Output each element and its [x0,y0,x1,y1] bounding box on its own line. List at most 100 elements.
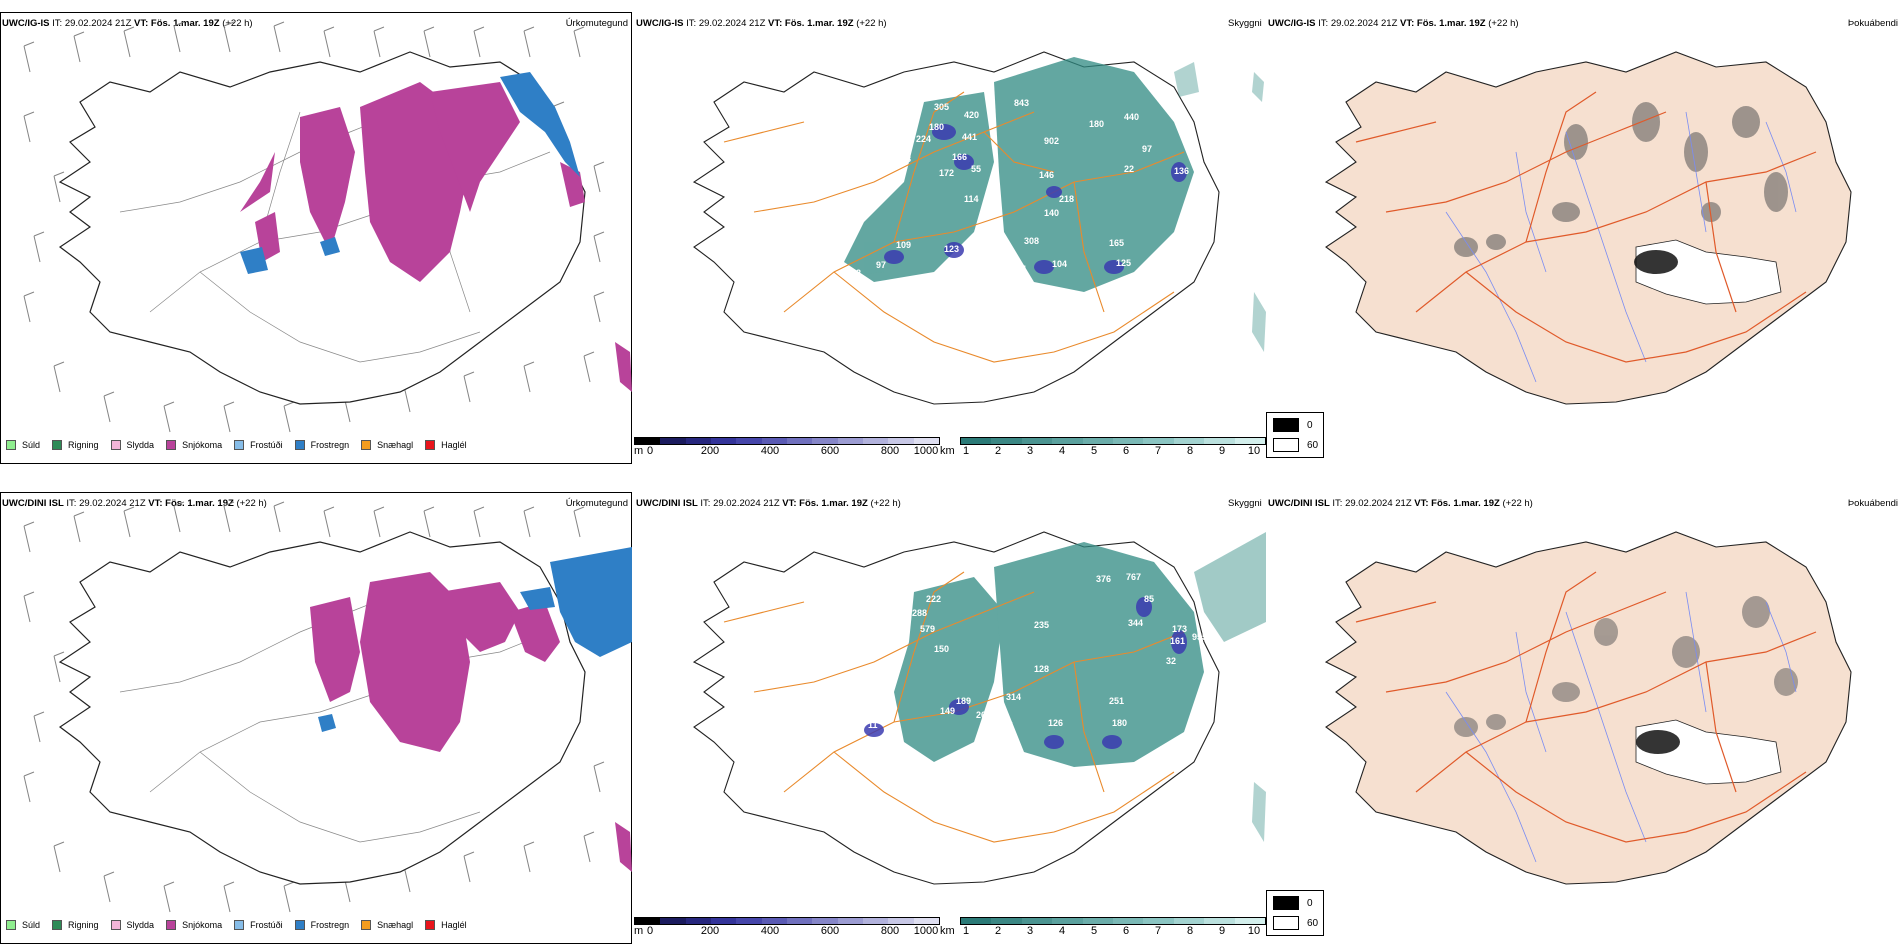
panel-title: UWC/DINI ISL IT: 29.02.2024 21Z VT: Fös.… [2,498,267,509]
fog-map-row2 [1324,531,1852,885]
legend-swatch [6,440,16,450]
panel-title: UWC/IG-IS IT: 29.02.2024 21Z VT: Fös. 1.… [636,18,887,29]
lead-time: (+22 h) [1502,498,1533,509]
lead-time: (+22 h) [870,498,901,509]
peak-label: 32 [1166,656,1176,666]
fog-shading [1454,102,1788,257]
peak-label: 344 [1128,618,1143,628]
peak-label: 269 [976,710,991,720]
legend-swatch [425,440,436,450]
visibility-unit: km [940,925,955,937]
variable-name: Skyggni [1228,498,1262,509]
legend-swatch [294,440,305,450]
peak-label: 146 [1039,170,1054,180]
legend-item: Snjókoma [166,920,222,930]
legend-item: Slydda [110,440,154,450]
lead-time: (+22 h) [1488,18,1519,29]
peak-label: 955 [1192,632,1207,642]
precip-map-row1 [23,21,632,433]
peak-label: 165 [1109,238,1124,248]
legend-swatch [425,920,436,930]
peak-label: 235 [1034,620,1049,630]
fog-shading [1454,596,1798,737]
issue-time: 29.02.2024 21Z [1330,18,1398,29]
valid-time: Fös. 1.mar. 19Z [784,18,854,29]
peak-label: 579 [920,624,935,634]
legend-item: Snjókoma [166,440,222,450]
precip-legend: Súld Rigning Slydda Snjókoma Frostúði Fr… [6,920,479,930]
legend-swatch [361,920,372,930]
legend-item: Snæhagl [361,920,413,930]
peak-label: 172 [939,168,954,178]
issue-time: 29.02.2024 21Z [79,498,146,509]
legend-item: Frostúði [234,440,283,450]
peak-label: 97 [876,260,886,270]
fog-key-item: 60 [1273,916,1318,930]
peak-label: 189 [956,696,971,706]
peak-label: 262 [998,720,1013,730]
legend-item: Haglél [425,920,467,930]
legend-swatch [110,440,121,450]
legend-item: Súld [6,440,40,450]
valid-time: Fös. 1.mar. 19Z [150,18,220,29]
peak-label: 314 [1006,692,1021,702]
variable-name: Úrkomutegund [565,498,628,509]
peak-label: 104 [1052,259,1067,269]
model-name: UWC/DINI ISL [1268,498,1330,509]
low-visibility-areas [844,57,1266,352]
panel-title: UWC/IG-IS IT: 29.02.2024 21Z VT: Fös. 1.… [1268,18,1519,29]
low-visibility-areas [894,532,1266,842]
peak-label: 902 [1044,136,1059,146]
dark-fog-core [1634,250,1678,274]
peak-label: 843 [1014,98,1029,108]
legend-item: Frostregn [294,440,349,450]
issue-time: 29.02.2024 21Z [64,18,132,29]
peak-labels: 305 420 843 180 440 180 224 441 902 97 1… [856,98,1189,278]
variable-name: Úrkomutegund [565,18,628,29]
height-unit: m [634,445,644,457]
peak-label: 173 [1172,624,1187,634]
peak-label: 224 [916,134,931,144]
row-1: UWC/IG-IS IT: 29.02.2024 21Z VT: Fös. 1.… [0,12,1898,464]
valid-time: Fös. 1.mar. 19Z [165,498,234,509]
peak-label: 114 [964,194,979,204]
peak-label: 222 [926,594,941,604]
visibility-colorbar [960,917,1266,925]
peak-label: 85 [1144,594,1154,604]
peak-label: 140 [1044,208,1059,218]
dark-fog-core [1636,730,1680,754]
legend-swatch [234,440,245,450]
legend-item: Rigning [52,920,99,930]
peak-areas [864,597,1187,749]
legend-swatch [166,440,177,450]
valid-time: Fös. 1.mar. 19Z [1431,498,1500,509]
peak-label: 97 [1142,144,1152,154]
height-unit: m [634,925,644,937]
visibility-map-row1: 305 420 843 180 440 180 224 441 902 97 1… [692,51,1266,405]
precip-panel-row2: UWC/DINI ISL IT: 29.02.2024 21Z VT: Fös.… [0,492,632,944]
model-name: UWC/IG-IS [636,18,684,29]
peak-label: 376 [1096,574,1111,584]
legend-item: Rigning [52,440,99,450]
legend-swatch [234,920,245,930]
roads [723,91,1185,363]
peak-label: 125 [1116,258,1131,268]
issue-time: 29.02.2024 21Z [698,18,766,29]
panel-title: UWC/DINI ISL IT: 29.02.2024 21Z VT: Fös.… [636,498,901,509]
fog-map-row1 [1324,51,1852,405]
peak-label: 150 [934,644,949,654]
roads [723,571,1185,843]
peak-label: 440 [1124,112,1139,122]
peak-label: 2 [856,268,861,278]
legend-swatch [361,440,372,450]
fog-key-item: 60 [1273,438,1318,452]
peak-label: 166 [952,152,967,162]
fog-key-item: 0 [1273,418,1313,432]
model-name: UWC/IG-IS [2,18,50,29]
lead-time: (+22 h) [236,498,267,509]
legend-swatch [6,920,16,930]
peak-label: 198 [896,154,911,164]
peak-label: 420 [964,110,979,120]
peak-label: 218 [1059,194,1074,204]
fog-key-row1: 0 60 [1266,412,1324,458]
